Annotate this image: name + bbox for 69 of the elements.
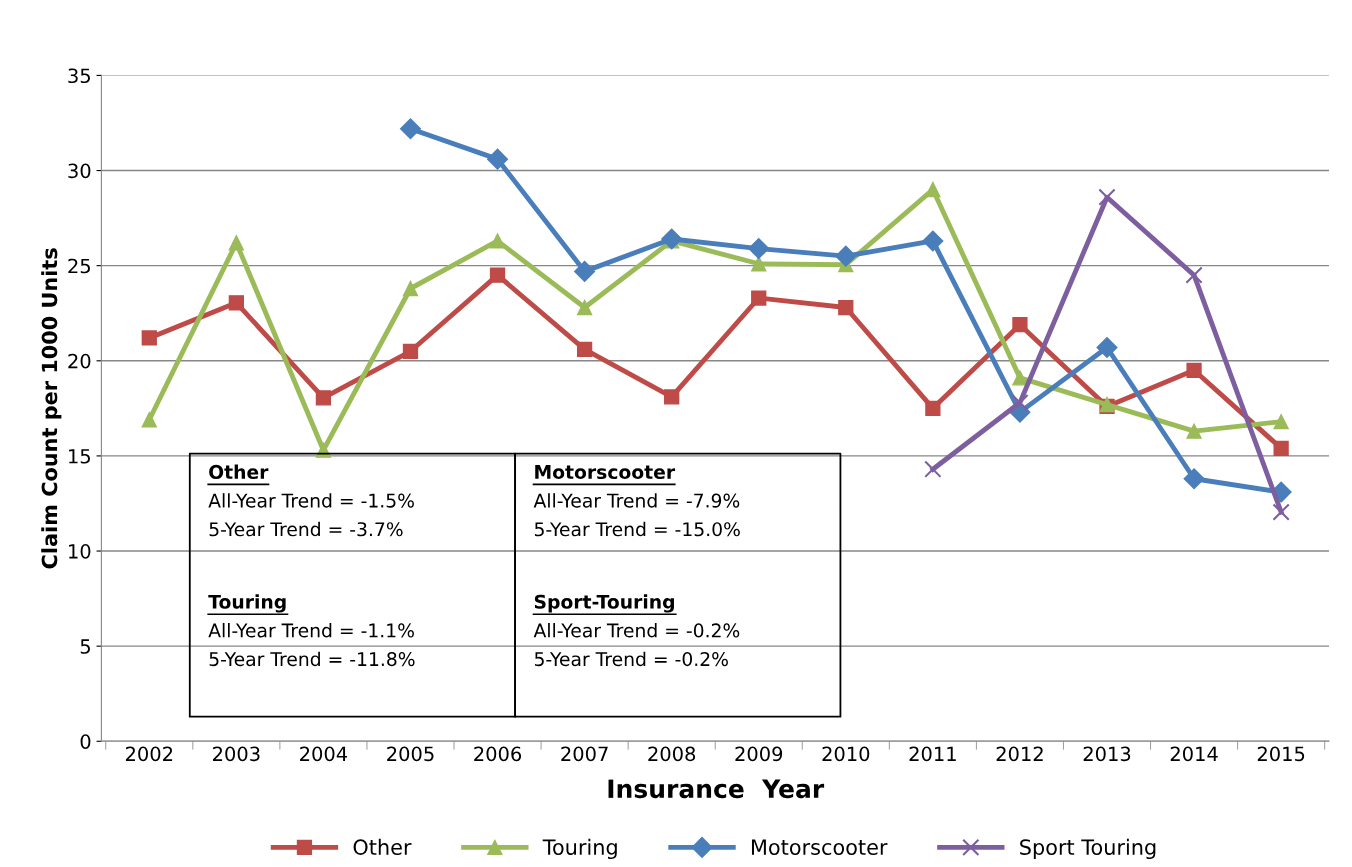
annotation: Other All-Year Trend = -1.5% 5-Year Trend = -3.7% — [208, 464, 414, 537]
point — [1273, 440, 1289, 456]
y-tick-label: 25 — [68, 258, 90, 274]
point — [1098, 188, 1116, 206]
x-tick-label: 2015 — [1257, 746, 1305, 762]
point — [399, 118, 421, 140]
annotation: Touring All-Year Trend = -1.1% 5-Year Trend = -11.8% — [208, 594, 415, 667]
point — [664, 389, 680, 405]
legend-label: Motorscooter — [751, 839, 888, 855]
point — [576, 299, 593, 316]
x-tick-label: 2005 — [387, 746, 434, 762]
point — [315, 390, 332, 406]
point — [751, 256, 767, 272]
point — [924, 460, 942, 478]
point — [1186, 423, 1202, 439]
point — [835, 245, 857, 267]
point — [1012, 317, 1028, 333]
point — [141, 412, 157, 428]
point — [1186, 362, 1202, 378]
y-tick-label: 0 — [80, 734, 91, 749]
point — [1272, 503, 1290, 521]
y-tick-label: 10 — [69, 544, 91, 559]
point — [402, 343, 419, 359]
point — [141, 330, 157, 346]
point — [748, 238, 770, 260]
y-tick-label: 5 — [80, 639, 90, 654]
point — [1185, 266, 1203, 284]
legend-label: Touring — [542, 838, 617, 860]
point — [1273, 414, 1289, 430]
point — [228, 295, 244, 311]
point — [574, 260, 596, 282]
x-tick-label: 2012 — [996, 746, 1043, 762]
point — [838, 299, 854, 316]
x-tick-label: 2006 — [474, 746, 522, 762]
x-tick-label: 2010 — [822, 746, 870, 762]
annotation: Motorscooter All-Year Trend = -7.9% 5-Year Trend = -15.0% — [533, 465, 740, 537]
point — [402, 280, 419, 297]
legend-label: Other — [353, 838, 412, 855]
point — [487, 148, 509, 170]
y-tick-label: 20 — [68, 353, 91, 369]
y-axis-title: Claim Count per 1000 Units — [41, 248, 62, 569]
annotation: Sport-Touring All-Year Trend = -0.2% 5-Year Trend = -0.2% — [533, 594, 740, 667]
x-tick-label: 2008 — [648, 746, 696, 762]
x-tick-label: 2009 — [735, 746, 783, 762]
x-tick-label: 2004 — [300, 746, 348, 762]
point — [661, 228, 683, 250]
point — [489, 233, 506, 249]
x-tick-label: 2003 — [213, 746, 260, 762]
y-tick-label: 30 — [68, 163, 91, 179]
x-tick-label: 2013 — [1083, 746, 1131, 762]
point — [925, 181, 941, 198]
point — [925, 400, 941, 416]
y-tick-label: 35 — [68, 68, 90, 84]
x-tick-label: 2002 — [125, 746, 173, 762]
point — [1012, 370, 1028, 386]
y-tick-label: 15 — [69, 449, 90, 464]
point — [1096, 336, 1118, 358]
point — [922, 230, 944, 252]
point — [228, 235, 244, 251]
point — [576, 341, 593, 358]
x-tick-label: 2014 — [1170, 746, 1218, 762]
x-tick-label: 2011 — [909, 746, 956, 762]
point — [751, 290, 767, 306]
x-tick-label: 2007 — [561, 746, 608, 762]
point — [489, 267, 506, 283]
legend-label: Sport Touring — [1020, 838, 1156, 860]
x-axis-title: Insurance Year — [608, 779, 825, 799]
point — [1183, 468, 1205, 490]
point — [1011, 393, 1029, 412]
